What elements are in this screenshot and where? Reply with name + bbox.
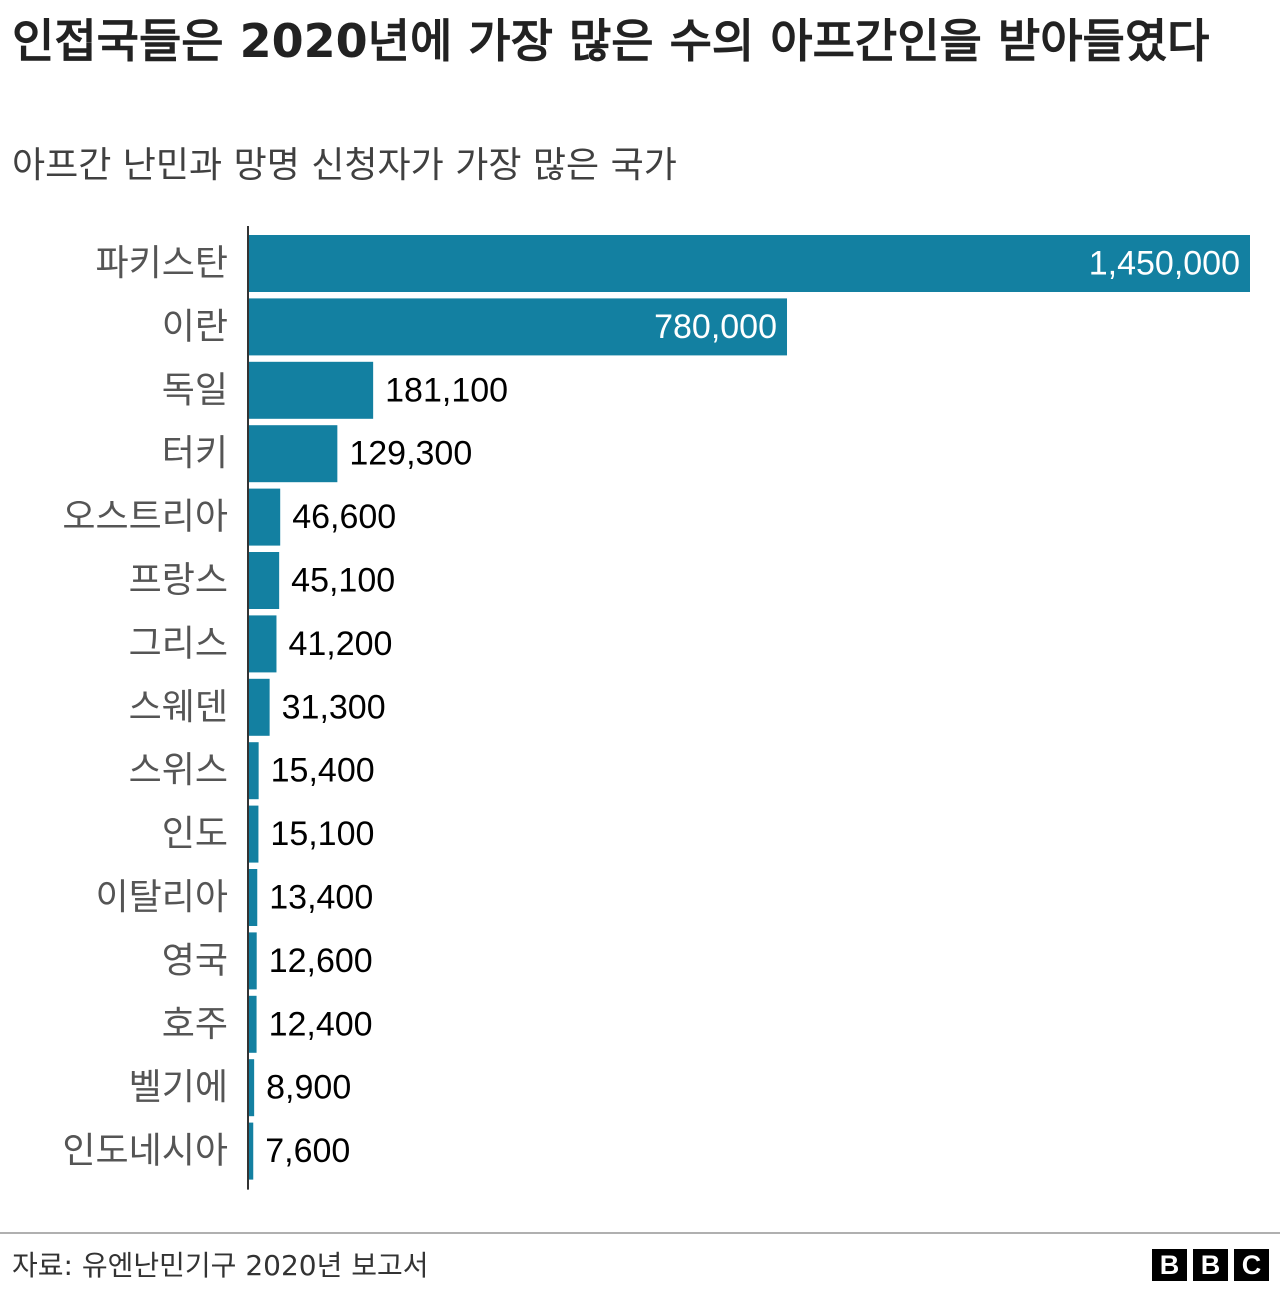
value-label: 46,600 xyxy=(292,498,396,536)
bar-14 xyxy=(248,1122,254,1180)
bar-2 xyxy=(248,361,374,419)
category-label: 독일 xyxy=(162,370,228,411)
category-label: 파키스탄 xyxy=(96,243,228,284)
bbc-logo: B B C xyxy=(1152,1249,1269,1281)
category-label: 이탈리아 xyxy=(96,877,228,918)
value-label: 8,900 xyxy=(266,1069,351,1107)
value-label: 15,100 xyxy=(270,815,374,853)
category-label: 스위스 xyxy=(129,750,228,791)
category-label: 그리스 xyxy=(129,623,228,664)
bar-3 xyxy=(248,425,338,483)
value-label: 780,000 xyxy=(654,308,777,346)
bar-4 xyxy=(248,488,281,546)
value-label: 31,300 xyxy=(282,688,386,726)
value-label: 41,200 xyxy=(288,625,392,663)
value-label: 181,100 xyxy=(385,371,508,409)
value-label: 13,400 xyxy=(269,879,373,917)
category-label: 터키 xyxy=(162,433,228,474)
bar-11 xyxy=(248,932,257,990)
category-label: 인도네시아 xyxy=(62,1131,228,1172)
bar-12 xyxy=(248,995,257,1053)
category-label: 벨기에 xyxy=(129,1067,228,1108)
bar-5 xyxy=(248,552,280,609)
bar-7 xyxy=(248,678,270,736)
chart-subtitle: 아프간 난민과 망명 신청자가 가장 많은 국가 xyxy=(12,145,677,186)
value-label: 12,400 xyxy=(269,1005,373,1043)
value-label: 1,450,000 xyxy=(1089,245,1240,283)
bar-1 xyxy=(248,298,788,356)
value-label: 7,600 xyxy=(265,1132,350,1170)
bar-9 xyxy=(248,805,259,863)
value-label: 45,100 xyxy=(291,562,395,600)
chart-title: 인접국들은 2020년에 가장 많은 수의 아프간인을 받아들였다 xyxy=(12,14,1210,68)
category-label: 프랑스 xyxy=(129,560,228,601)
category-label: 호주 xyxy=(162,1004,228,1045)
value-label: 129,300 xyxy=(349,435,472,473)
bbc-logo-letter: B xyxy=(1152,1249,1187,1281)
category-label: 이란 xyxy=(162,306,228,347)
source-note: 자료: 유엔난민기구 2020년 보고서 xyxy=(12,1249,429,1282)
value-label: 15,400 xyxy=(271,752,375,790)
bbc-logo-letter: C xyxy=(1234,1249,1269,1281)
bar-0 xyxy=(248,235,1250,292)
footer-divider xyxy=(0,1232,1280,1234)
bar-10 xyxy=(248,869,258,926)
category-label: 스웨덴 xyxy=(129,687,228,728)
value-label: 12,600 xyxy=(269,942,373,980)
category-label: 오스트리아 xyxy=(62,497,228,538)
bar-8 xyxy=(248,742,259,800)
category-label: 인도 xyxy=(162,814,228,855)
category-label: 영국 xyxy=(162,940,228,981)
bar-13 xyxy=(248,1059,255,1117)
bbc-logo-letter: B xyxy=(1193,1249,1228,1281)
bar-chart: 파키스탄 1,450,000 이란 780,000 독일 181,100 터키 129,300… xyxy=(62,226,1250,1190)
bar-6 xyxy=(248,615,277,673)
